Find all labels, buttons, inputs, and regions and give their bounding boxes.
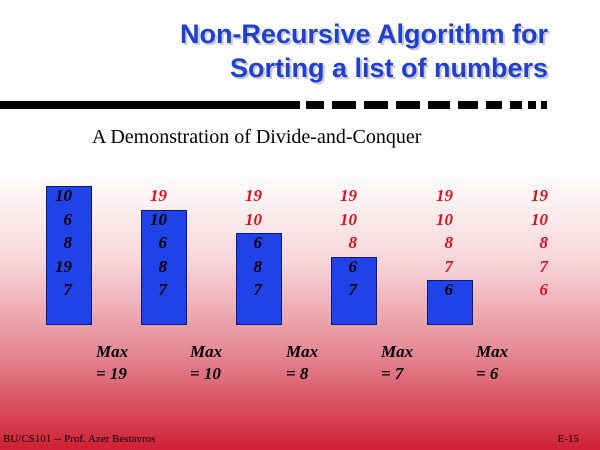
divider-dash: [428, 101, 450, 109]
unsorted-value: 7: [158, 280, 168, 299]
unsorted-value: 6: [253, 233, 263, 252]
max-label: Max = 19: [96, 341, 128, 385]
sorted-value: 10: [531, 209, 548, 229]
max-label-value: = 10: [190, 364, 221, 383]
unsorted-box: [331, 256, 377, 325]
step-column: 10 6 8 19 7: [46, 186, 96, 325]
divider-dash: [510, 101, 522, 109]
unsorted-box: [236, 233, 282, 325]
sorted-value: 8: [539, 233, 549, 252]
divider-dash: [541, 101, 547, 109]
unsorted-value: 10: [150, 209, 167, 229]
sorted-value: 19: [245, 186, 262, 205]
step-column: 19 10 8 6 7: [331, 186, 381, 325]
unsorted-box: [46, 186, 92, 325]
unsorted-value: 10: [55, 186, 72, 205]
divider-solid: [0, 101, 300, 109]
unsorted-value: 6: [444, 280, 454, 299]
max-label-word: Max: [476, 342, 509, 361]
sorted-value: 10: [436, 209, 453, 229]
max-label: Max = 8: [286, 341, 318, 385]
unsorted-value: 19: [55, 256, 72, 276]
step-column: 19 10 8 7 6: [427, 186, 477, 325]
divider-dash: [528, 101, 536, 109]
max-label: Max = 6: [476, 341, 508, 385]
max-label-word: Max: [96, 342, 129, 361]
max-label-word: Max: [286, 342, 319, 361]
slide-subtitle: A Demonstration of Divide-and-Conquer: [92, 126, 422, 148]
sorted-value: 7: [444, 256, 454, 276]
divider-dash: [364, 101, 388, 109]
unsorted-value: 7: [348, 280, 358, 299]
sorted-value: 8: [444, 233, 454, 252]
max-label-value: = 8: [286, 364, 309, 383]
divider-dash: [458, 101, 478, 109]
sorted-value: 10: [340, 209, 357, 229]
divider-dash: [486, 101, 502, 109]
max-label: Max = 7: [381, 341, 413, 385]
divider-dash: [306, 101, 324, 109]
divider-dash: [396, 101, 420, 109]
unsorted-value: 8: [63, 233, 73, 252]
max-label: Max = 10: [190, 341, 222, 385]
unsorted-value: 7: [253, 280, 263, 299]
footer-credit: BU/CS101 -- Prof. Azer Bestavros: [3, 433, 156, 445]
step-column: 19 10 6 8 7: [236, 186, 286, 325]
unsorted-box: [427, 280, 473, 325]
unsorted-value: 6: [63, 209, 73, 229]
sorted-value: 10: [245, 209, 262, 229]
sorted-value: 19: [531, 186, 548, 205]
sorted-value: 19: [150, 186, 167, 205]
sorted-value: 19: [436, 186, 453, 205]
max-label-value: = 19: [96, 364, 127, 383]
unsorted-value: 8: [158, 256, 168, 276]
sorted-value: 8: [348, 233, 358, 252]
step-column: 19 10 6 8 7: [141, 186, 191, 325]
title-divider: [0, 101, 548, 109]
max-label-word: Max: [190, 342, 223, 361]
unsorted-value: 6: [348, 256, 358, 276]
max-label-value: = 6: [476, 364, 499, 383]
unsorted-value: 7: [63, 280, 73, 299]
sorted-value: 19: [340, 186, 357, 205]
title-line-1: Non-Recursive Algorithm for: [179, 19, 548, 49]
step-column: 19 10 8 7 6: [522, 186, 572, 313]
divider-dash: [332, 101, 356, 109]
max-label-value: = 7: [381, 364, 404, 383]
title-line-2: Sorting a list of numbers: [229, 53, 548, 83]
sorted-value: 6: [539, 280, 549, 299]
unsorted-value: 6: [158, 233, 168, 252]
slide-number: E-15: [557, 433, 579, 445]
sorted-value: 7: [539, 256, 549, 276]
unsorted-box: [141, 209, 187, 325]
max-label-word: Max: [381, 342, 414, 361]
unsorted-value: 8: [253, 256, 263, 276]
slide-title: Non-Recursive Algorithm for Sorting a li…: [28, 17, 548, 85]
